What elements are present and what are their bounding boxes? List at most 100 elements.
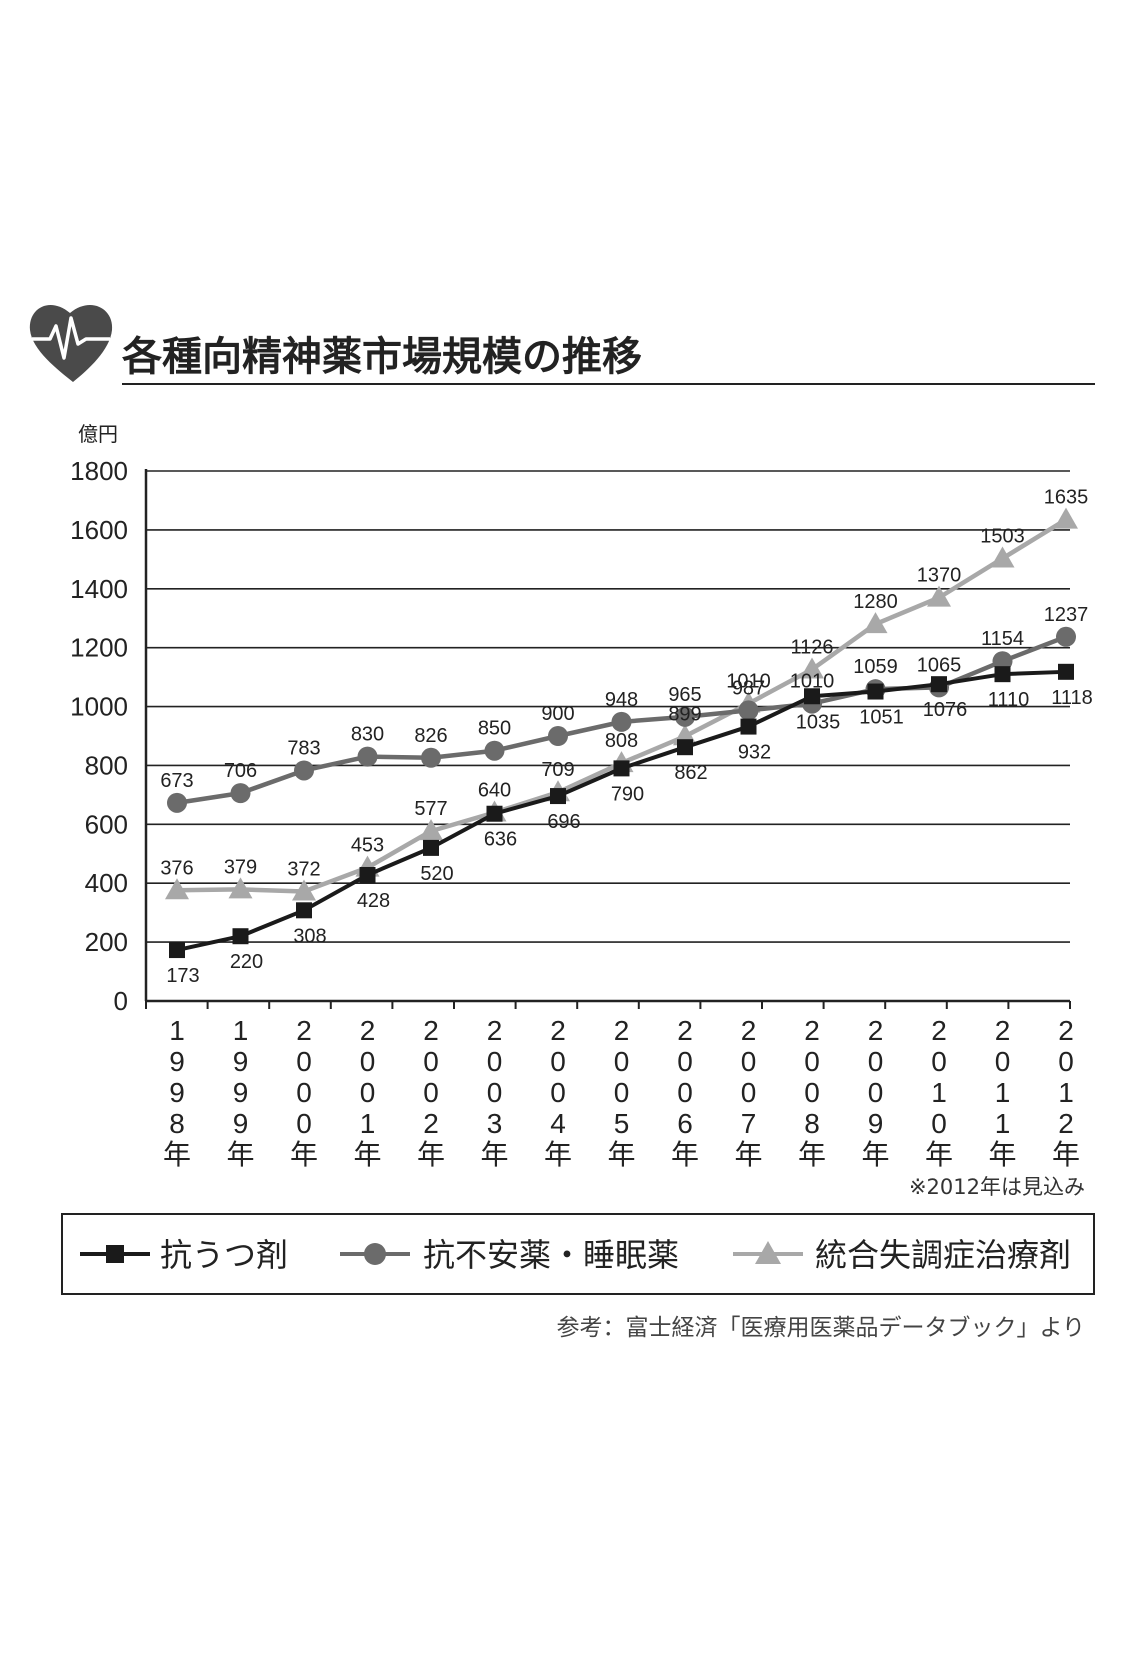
x-tick-char: 0	[804, 1046, 820, 1077]
x-tick-char: 2	[995, 1015, 1011, 1046]
x-tick-char: 7	[741, 1108, 757, 1139]
square-marker-icon	[106, 1245, 124, 1263]
data-label: 453	[351, 835, 384, 857]
data-point-circle	[167, 792, 187, 813]
data-label: 1010	[790, 671, 835, 693]
data-label: 850	[478, 718, 511, 740]
data-label: 1110	[988, 689, 1030, 711]
y-tick-label: 400	[85, 868, 128, 898]
x-tick-char: 年	[353, 1139, 381, 1170]
data-point-square	[486, 805, 503, 822]
legend-item-anxiolytic: 抗不安薬・睡眠薬	[340, 1236, 679, 1274]
x-tick-char: 年	[226, 1139, 254, 1170]
x-tick-char: 0	[804, 1077, 820, 1108]
data-label: 932	[738, 742, 771, 764]
x-tick-char: 0	[1058, 1046, 1074, 1077]
data-label: 220	[230, 951, 263, 973]
data-label: 520	[420, 863, 453, 885]
data-label: 1280	[853, 591, 898, 613]
x-tick-char: 0	[550, 1077, 566, 1108]
data-point-triangle	[292, 879, 316, 901]
x-tick-char: 1	[360, 1108, 376, 1139]
x-tick-char: 0	[423, 1046, 439, 1077]
data-point-triangle	[927, 585, 951, 607]
data-point-square	[804, 688, 820, 705]
x-tick-char: 2	[550, 1015, 566, 1046]
data-label: 862	[674, 762, 707, 784]
x-tick-char: 0	[677, 1046, 693, 1077]
data-label: 706	[224, 760, 257, 782]
data-label: 1237	[1044, 604, 1089, 626]
x-tick-char: 年	[988, 1139, 1016, 1170]
x-tick-char: 9	[868, 1108, 884, 1139]
x-tick-char: 年	[925, 1139, 953, 1170]
data-point-triangle	[419, 819, 443, 841]
y-tick-label: 600	[85, 809, 128, 839]
data-label: 372	[287, 858, 320, 880]
x-tick-char: 8	[169, 1108, 185, 1139]
x-tick-char: 年	[861, 1139, 889, 1170]
x-tick-char: 2	[423, 1108, 439, 1139]
data-label: 1126	[790, 636, 833, 658]
x-tick-char: 8	[804, 1108, 820, 1139]
data-label: 640	[478, 780, 511, 802]
data-point-square	[677, 739, 693, 756]
data-label: 830	[351, 724, 384, 746]
page-title: 各種向精神薬市場規模の推移	[122, 334, 642, 380]
series-square	[169, 663, 1074, 959]
data-point-triangle	[990, 546, 1015, 568]
data-label: 1635	[1044, 487, 1089, 509]
x-tick-char: 2	[423, 1015, 439, 1046]
data-point-square	[994, 666, 1011, 683]
data-point-square	[867, 683, 884, 700]
x-tick-char: 2	[360, 1015, 376, 1046]
source-note: 参考：富士経済「医療用医薬品データブック」より	[556, 1315, 1085, 1341]
x-tick-char: 年	[544, 1139, 572, 1170]
data-point-square	[359, 866, 376, 883]
x-tick-char: 0	[741, 1046, 757, 1077]
x-tick-char: 0	[296, 1077, 312, 1108]
y-tick-label: 200	[85, 927, 128, 957]
data-label: 673	[160, 770, 193, 792]
legend-label-anxiolytic: 抗不安薬・睡眠薬	[423, 1236, 679, 1274]
data-point-circle	[484, 740, 505, 761]
data-point-square	[613, 760, 630, 777]
x-tick-char: 年	[607, 1139, 635, 1170]
data-label: 790	[611, 783, 644, 805]
data-point-triangle	[863, 612, 888, 634]
data-point-circle	[548, 726, 568, 746]
x-tick-char: 0	[868, 1077, 884, 1108]
data-label: 783	[287, 737, 320, 759]
data-label: 965	[668, 684, 701, 706]
x-tick-char: 0	[868, 1046, 884, 1077]
data-point-circle	[675, 706, 695, 727]
x-tick-char: 年	[1052, 1139, 1080, 1170]
x-tick-char: 2	[868, 1015, 884, 1046]
y-unit-label: 億円	[78, 422, 118, 446]
data-label: 1118	[1051, 687, 1093, 709]
x-tick-char: 0	[296, 1108, 312, 1139]
y-tick-label: 1600	[70, 515, 128, 545]
legend-item-antidepressant: 抗うつ剤	[80, 1236, 288, 1274]
data-point-square	[1058, 663, 1074, 680]
legend: 抗うつ剤 抗不安薬・睡眠薬 統合失調症治療剤	[61, 1213, 1095, 1295]
legend-item-schizophrenia: 統合失調症治療剤	[733, 1236, 1071, 1274]
x-tick-char: 年	[798, 1139, 826, 1170]
x-tick-char: 年	[417, 1139, 445, 1170]
triangle-marker-icon	[755, 1241, 781, 1264]
x-tick-char: 0	[677, 1077, 693, 1108]
data-label: 948	[605, 689, 638, 711]
x-tick-char: 2	[677, 1015, 693, 1046]
x-tick-char: 2	[614, 1015, 630, 1046]
x-tick-char: 2	[1058, 1108, 1074, 1139]
data-label: 428	[357, 890, 390, 912]
data-point-circle	[230, 783, 251, 804]
forecast-note: ※2012年は見込み	[909, 1175, 1085, 1199]
